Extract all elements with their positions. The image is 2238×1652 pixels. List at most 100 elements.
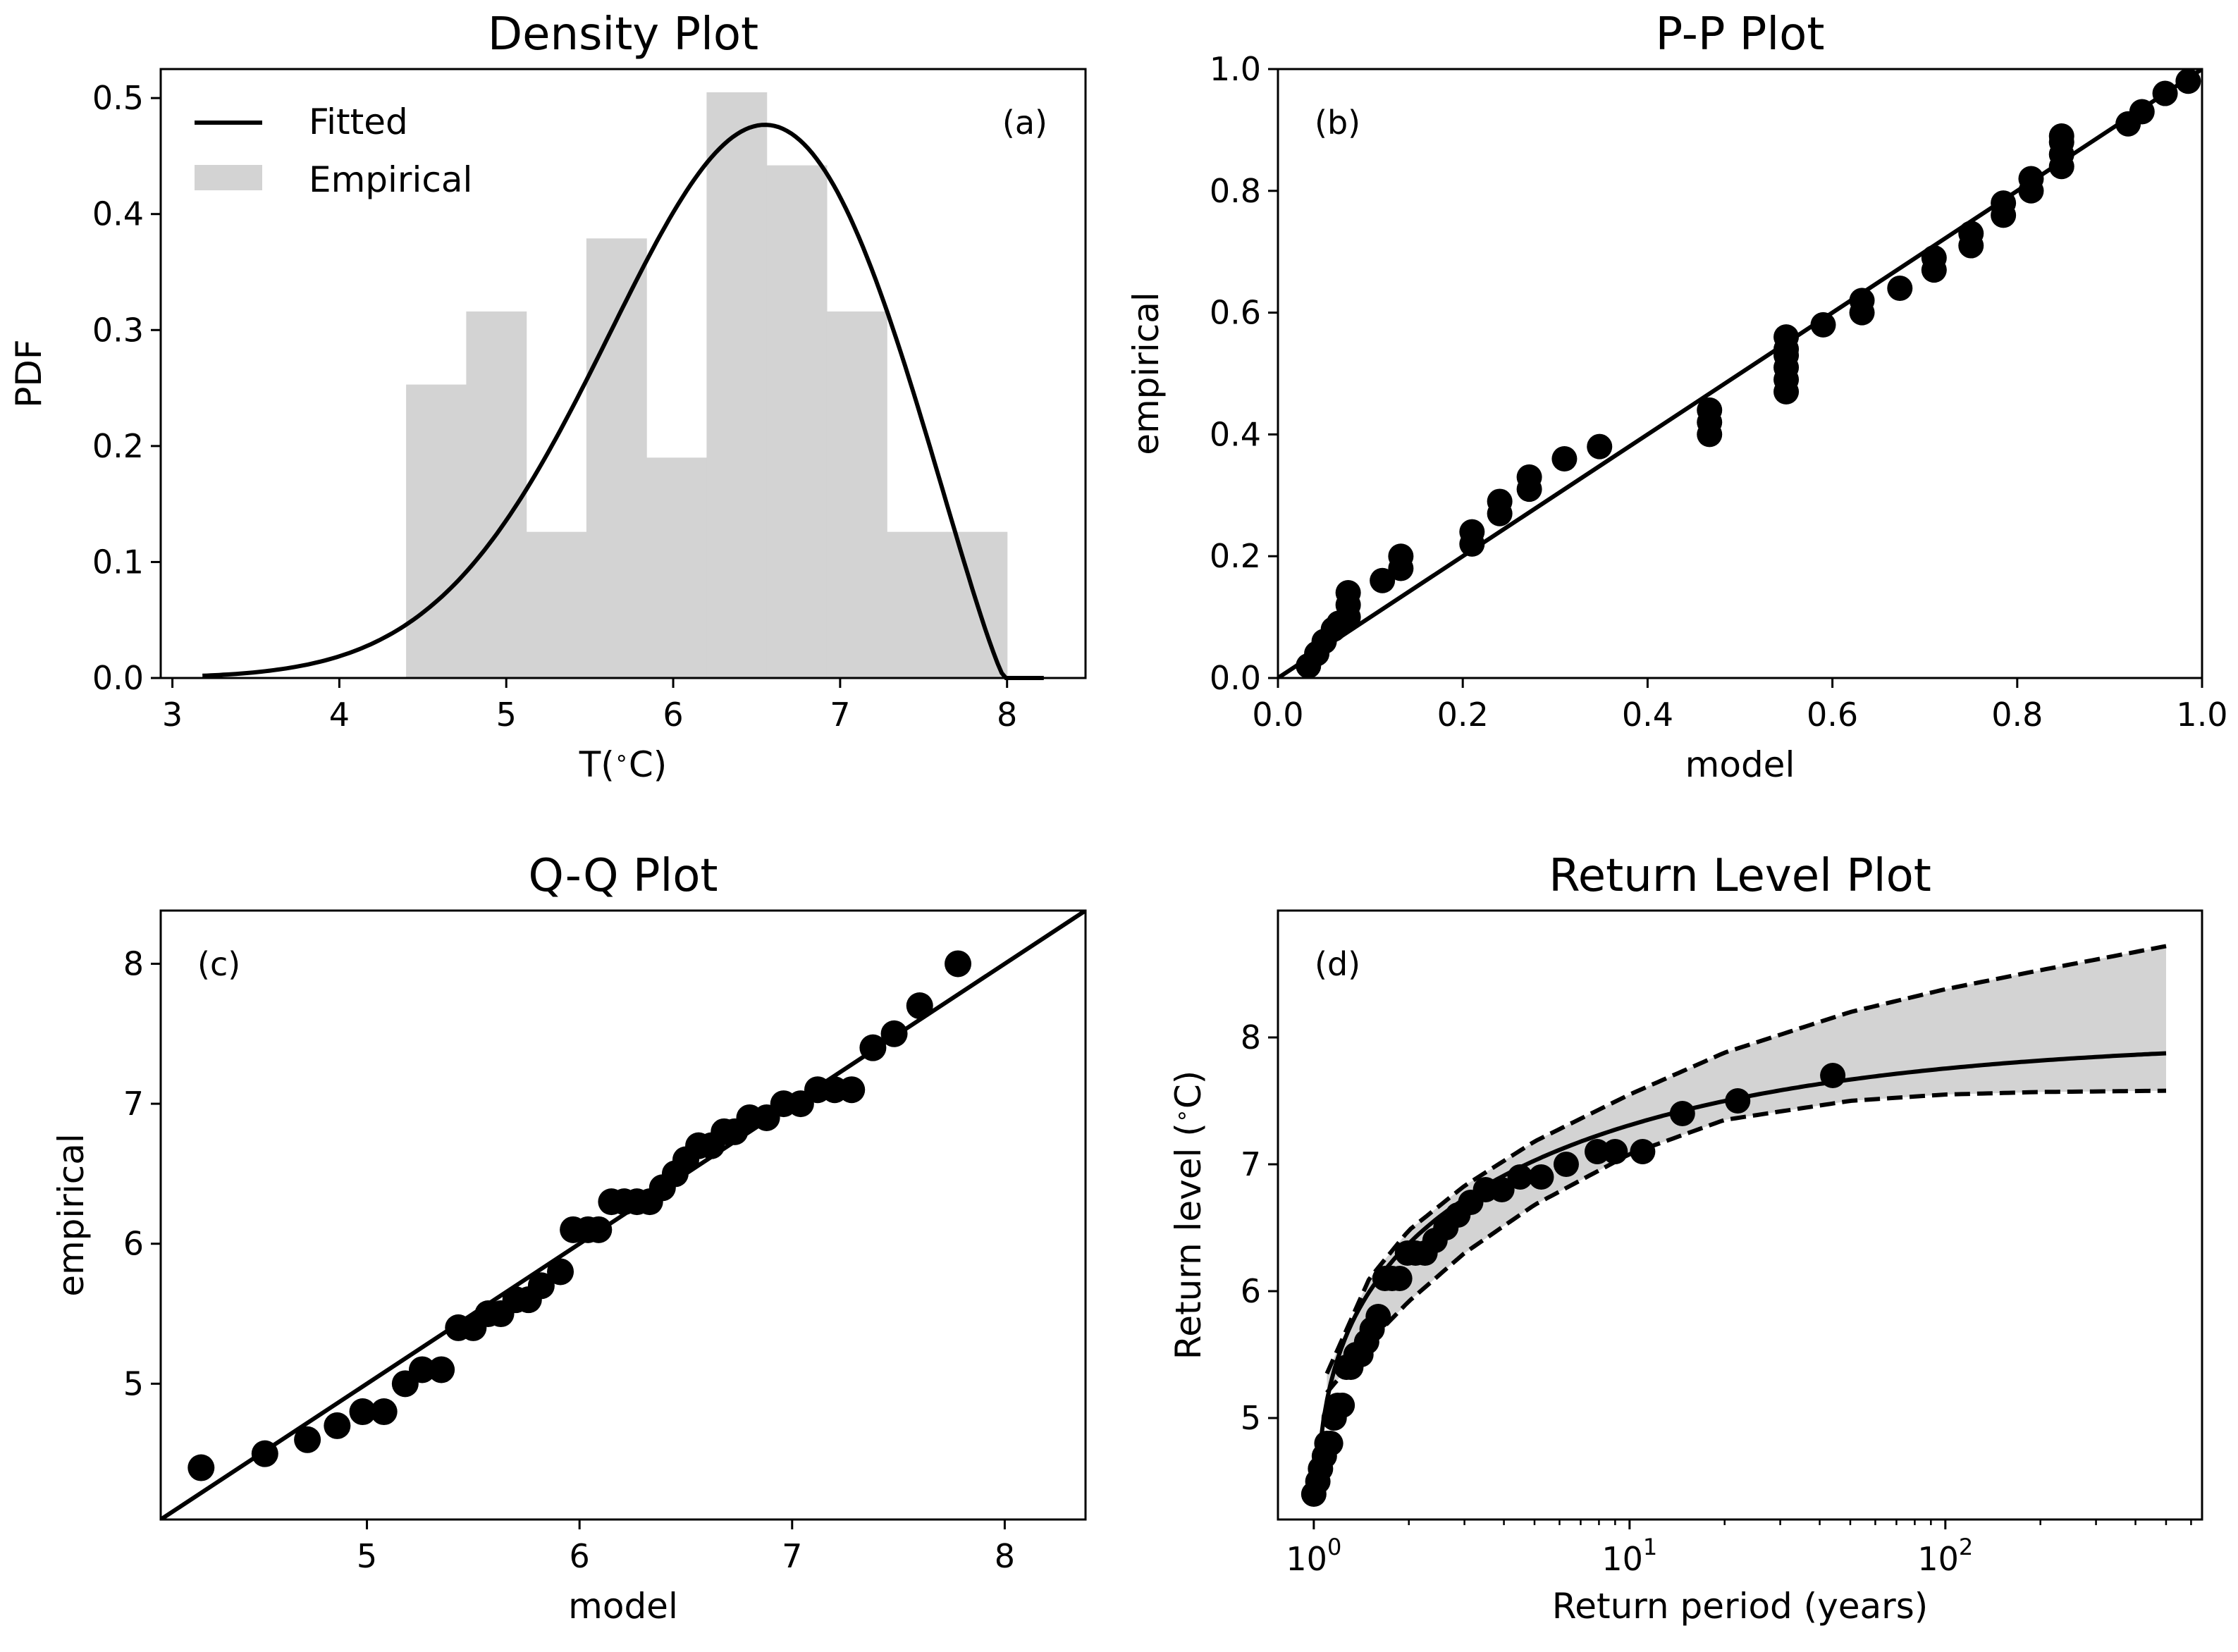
- chart-title: Q-Q Plot: [529, 850, 718, 902]
- data-point: [1516, 464, 1542, 490]
- x-tick-label: 6: [663, 696, 683, 734]
- data-point: [1669, 1101, 1695, 1126]
- y-tick-label: 0.0: [92, 659, 144, 697]
- data-point: [1725, 1088, 1751, 1114]
- data-point: [1489, 1177, 1515, 1202]
- axes-frame: [159, 68, 1087, 679]
- axes-frame: [1277, 909, 2203, 1521]
- histogram-bar: [406, 384, 467, 678]
- data-point: [1991, 190, 2017, 216]
- x-tick-label: 102: [1917, 1534, 1973, 1578]
- data-point: [2018, 166, 2044, 192]
- data-point: [1487, 488, 1513, 514]
- data-point: [1370, 567, 1396, 593]
- x-tick-label: 0.6: [1807, 696, 1858, 734]
- histogram-bar: [887, 531, 948, 678]
- x-tick-label: 0.2: [1437, 696, 1489, 734]
- data-point: [428, 1356, 455, 1383]
- qq-plot-panel: Q-Q Plot 5 6 7 8 5 6 7 8 model empirical (c): [51, 850, 1087, 1627]
- histogram-bar: [706, 92, 768, 678]
- x-axis-label: model: [568, 1586, 678, 1627]
- reference-line: [1278, 69, 2202, 678]
- x-tick-label: 6: [570, 1537, 590, 1575]
- x-tick-label: 0.0: [1252, 696, 1303, 734]
- x-tick-label: 8: [997, 696, 1017, 734]
- data-point: [906, 992, 933, 1020]
- panel-label: (c): [197, 945, 240, 983]
- data-point: [2129, 99, 2155, 125]
- x-axis-label: T(∘C): [579, 744, 668, 785]
- data-point: [1528, 1164, 1554, 1190]
- confidence-band: [1327, 946, 2166, 1393]
- x-axis-label: Return period (years): [1552, 1586, 1929, 1627]
- legend-label-empirical: Empirical: [309, 159, 472, 200]
- panel-label: (b): [1315, 104, 1360, 142]
- x-tick-label: 0.8: [1991, 696, 2043, 734]
- histogram-bar: [526, 531, 587, 678]
- x-tick-label: 0.4: [1622, 696, 1673, 734]
- y-tick-label: 6: [123, 1225, 144, 1263]
- y-tick-label: 8: [1241, 1018, 1261, 1056]
- x-tick-label: 5: [357, 1537, 377, 1575]
- data-point: [2152, 80, 2178, 106]
- histogram-bar: [826, 311, 887, 678]
- histogram-bar: [466, 311, 527, 678]
- x-tick-label: 7: [830, 696, 850, 734]
- panel-label: (a): [1002, 104, 1047, 142]
- data-point: [1388, 543, 1414, 569]
- y-tick-label: 0.5: [92, 79, 144, 117]
- data-point: [1553, 1152, 1579, 1177]
- data-point: [187, 1454, 215, 1481]
- data-point: [349, 1398, 376, 1426]
- x-tick-label: 101: [1601, 1534, 1657, 1578]
- y-tick-label: 0.4: [1210, 415, 1261, 453]
- panel-label: (d): [1315, 945, 1360, 983]
- data-point: [1810, 312, 1836, 338]
- y-tick-label: 0.3: [92, 311, 144, 349]
- pp-plot-area: [1278, 69, 2202, 678]
- data-point: [1602, 1139, 1628, 1164]
- x-tick-label: 8: [995, 1537, 1015, 1575]
- qq-plot-area: [161, 911, 1086, 1520]
- axes-frame: [1277, 68, 2203, 679]
- data-point: [945, 950, 972, 978]
- data-point: [859, 1034, 887, 1061]
- legend-label-fitted: Fitted: [309, 101, 408, 142]
- data-point: [1329, 1393, 1355, 1418]
- y-tick-label: 5: [123, 1364, 144, 1403]
- histogram-bar: [766, 165, 828, 678]
- data-point: [2048, 123, 2074, 149]
- x-tick-label: 5: [496, 696, 517, 734]
- data-point: [547, 1258, 574, 1286]
- chart-title: Density Plot: [488, 8, 758, 61]
- x-tick-label: 7: [782, 1537, 802, 1575]
- data-point: [1387, 1266, 1413, 1291]
- axes-frame: [159, 909, 1087, 1521]
- y-tick-label: 0.2: [1210, 537, 1261, 575]
- y-tick-label: 0.2: [92, 427, 144, 465]
- density-plot-panel: Density Plot 3 4 5 6 7 8 0.0 0.1 0.2 0.3 0.4 0.5 T(∘C…: [8, 8, 1087, 785]
- y-tick-label: 7: [123, 1085, 144, 1123]
- chart-title: Return Level Plot: [1549, 850, 1931, 902]
- x-tick-label: 3: [162, 696, 183, 734]
- legend: Fitted Empirical: [195, 101, 472, 200]
- y-tick-label: 0.6: [1210, 294, 1261, 332]
- y-tick-label: 0.4: [92, 195, 144, 233]
- data-point: [1551, 445, 1578, 471]
- fitted-pdf-curve: [202, 123, 1044, 680]
- x-tick-label: 100: [1286, 1534, 1341, 1578]
- y-tick-label: 0.0: [1210, 659, 1261, 697]
- x-tick-label: 1.0: [2176, 696, 2227, 734]
- data-point: [1958, 221, 1984, 247]
- data-point: [1459, 519, 1485, 545]
- y-tick-label: 8: [123, 944, 144, 982]
- data-point: [1335, 580, 1361, 606]
- data-point: [408, 1356, 436, 1383]
- data-point: [294, 1426, 321, 1453]
- data-point: [324, 1412, 351, 1439]
- data-point: [1507, 1164, 1533, 1190]
- data-point: [1317, 1431, 1344, 1456]
- pp-plot-panel: P-P Plot 0.0 0.2 0.4 0.6 0.8 1.0 0.0 0.2 0.4 0.6 0.…: [1126, 8, 2228, 785]
- data-point: [1921, 245, 1947, 271]
